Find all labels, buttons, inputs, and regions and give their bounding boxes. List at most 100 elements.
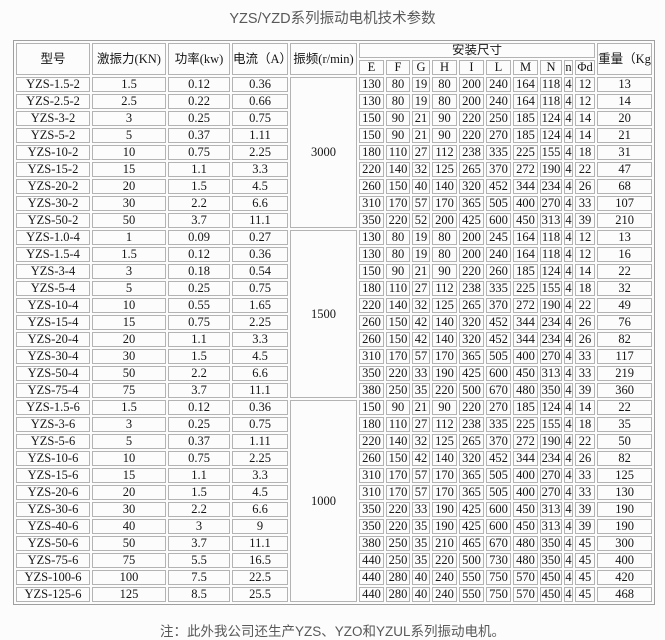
force-cell: 3	[92, 417, 166, 432]
current-cell: 0.54	[232, 264, 288, 279]
power-cell: 3.7	[168, 213, 230, 228]
dim-cell: 450	[513, 366, 538, 381]
dim-cell: 505	[486, 485, 511, 500]
table-row: YZS-30-4 30 1.5 4.5 310 170 57 170 365 505 400 270 4…	[16, 349, 653, 364]
dim-cell: 118	[540, 247, 562, 262]
model-cell: YZS-1.5-2	[16, 77, 90, 92]
dim-cell: 200	[459, 247, 484, 262]
dim-cell: 190	[540, 162, 562, 177]
weight-cell: 76	[597, 315, 653, 330]
dim-cell: 112	[432, 281, 457, 296]
dim-cell: 42	[412, 332, 430, 347]
dim-cell: 240	[486, 77, 511, 92]
dim-cell: 124	[540, 400, 562, 415]
dim-cell: 452	[486, 315, 511, 330]
current-cell: 2.25	[232, 315, 288, 330]
dim-cell: 260	[359, 315, 384, 330]
dim-cell: 45	[575, 536, 596, 551]
frequency-cell: 1000	[290, 400, 357, 602]
model-cell: YZS-20-2	[16, 179, 90, 194]
dim-cell: 42	[412, 315, 430, 330]
current-cell: 9	[232, 519, 288, 534]
dim-cell: 270	[540, 196, 562, 211]
dim-cell: 4	[564, 264, 573, 279]
dim-cell: 320	[459, 451, 484, 466]
table-row: YZS-3-4 3 0.18 0.54 150 90 21 90 220 260 185 124 4 14…	[16, 264, 653, 279]
model-cell: YZS-10-4	[16, 298, 90, 313]
dim-cell: 270	[486, 128, 511, 143]
dim-cell: 240	[486, 94, 511, 109]
dim-cell: 90	[432, 128, 457, 143]
dim-cell: 140	[432, 315, 457, 330]
dim-cell: 600	[486, 213, 511, 228]
current-cell: 0.36	[232, 247, 288, 262]
dim-cell: 33	[575, 468, 596, 483]
force-cell: 20	[92, 332, 166, 347]
model-cell: YZS-75-6	[16, 553, 90, 568]
dim-cell: 4	[564, 196, 573, 211]
power-cell: 3.7	[168, 536, 230, 551]
current-cell: 3.3	[232, 468, 288, 483]
dim-cell: 52	[412, 213, 430, 228]
power-cell: 3.7	[168, 383, 230, 398]
dim-cell: 57	[412, 196, 430, 211]
dim-cell: 370	[486, 298, 511, 313]
dim-cell: 220	[386, 502, 410, 517]
dim-cell: 190	[540, 434, 562, 449]
dim-cell: 12	[575, 77, 596, 92]
model-cell: YZS-5-6	[16, 434, 90, 449]
dim-cell: 265	[459, 298, 484, 313]
page-title: YZS/YZD系列振动电机技术参数	[229, 11, 436, 27]
dim-cell: 180	[359, 417, 384, 432]
force-cell: 50	[92, 366, 166, 381]
dim-cell: 4	[564, 451, 573, 466]
dim-cell: 32	[412, 298, 430, 313]
dim-cell: 240	[486, 247, 511, 262]
dim-cell: 185	[513, 111, 538, 126]
model-cell: YZS-3-2	[16, 111, 90, 126]
force-cell: 40	[92, 519, 166, 534]
dim-cell: 4	[564, 77, 573, 92]
dim-cell: 19	[412, 94, 430, 109]
dim-cell: 4	[564, 281, 573, 296]
dim-cell: 18	[575, 281, 596, 296]
dim-cell: 155	[540, 417, 562, 432]
dim-cell: 270	[486, 400, 511, 415]
current-cell: 22.5	[232, 570, 288, 585]
dim-cell: 270	[540, 485, 562, 500]
dim-cell: 4	[564, 315, 573, 330]
dim-cell: 480	[513, 536, 538, 551]
dim-cell: 500	[459, 553, 484, 568]
dim-cell: 40	[412, 179, 430, 194]
dim-cell: 365	[459, 468, 484, 483]
power-cell: 0.37	[168, 434, 230, 449]
dim-cell: 344	[513, 332, 538, 347]
table-row: YZS-1.5-4 1.5 0.12 0.36 130 80 19 80 200 240 164 11…	[16, 247, 653, 262]
dim-cell: 238	[459, 417, 484, 432]
dim-cell: 260	[359, 332, 384, 347]
current-cell: 6.6	[232, 196, 288, 211]
dim-cell: 440	[359, 553, 384, 568]
model-cell: YZS-15-6	[16, 468, 90, 483]
dim-cell: 185	[513, 264, 538, 279]
dim-cell: 500	[459, 383, 484, 398]
dim-cell: 380	[359, 383, 384, 398]
dim-cell: 450	[540, 570, 562, 585]
power-cell: 0.25	[168, 111, 230, 126]
weight-cell: 13	[597, 230, 653, 245]
current-cell: 6.6	[232, 502, 288, 517]
dim-cell: 450	[513, 213, 538, 228]
dim-cell: 4	[564, 366, 573, 381]
dim-cell: 270	[540, 468, 562, 483]
weight-cell: 117	[597, 349, 653, 364]
force-cell: 15	[92, 315, 166, 330]
table-body: YZS-1.5-2 1.5 0.12 0.36 3000 130 80 19 80 200 240 1…	[16, 77, 653, 602]
dim-cell: 150	[386, 315, 410, 330]
dim-cell: 170	[432, 196, 457, 211]
dim-cell: 12	[575, 94, 596, 109]
dim-cell: 4	[564, 128, 573, 143]
force-cell: 30	[92, 502, 166, 517]
dim-cell: 150	[359, 111, 384, 126]
table-row: YZS-20-4 20 1.1 3.3 260 150 42 140 320 452 344 234 4…	[16, 332, 653, 347]
table-row: YZS-75-6 75 5.5 16.5 440 250 35 220 500 730 480 350…	[16, 553, 653, 568]
